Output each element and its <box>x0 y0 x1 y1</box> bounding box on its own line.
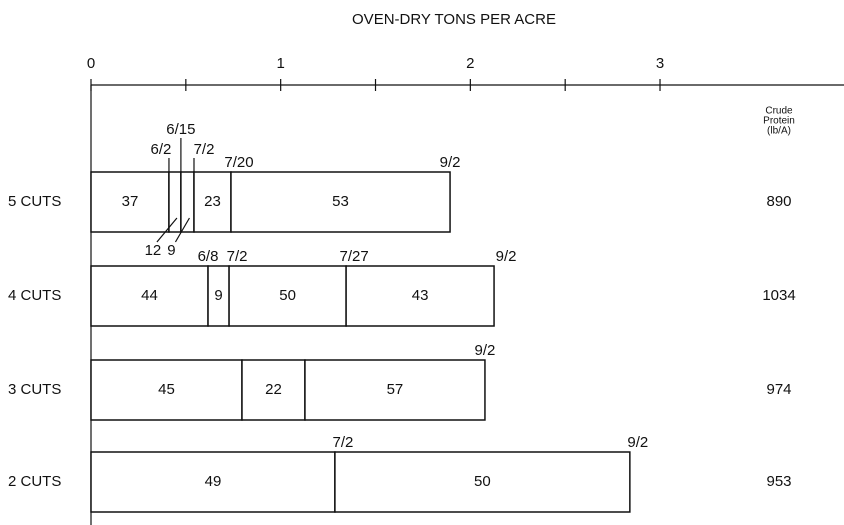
segment-label: 43 <box>412 287 429 304</box>
date-label: 7/2 <box>227 248 248 265</box>
segment-label: 23 <box>204 193 221 210</box>
protein-header: Crude <box>765 106 793 117</box>
bar-segment <box>241 359 306 421</box>
segment-label: 9 <box>167 242 175 259</box>
date-label: 9/2 <box>440 154 461 171</box>
protein-value: 890 <box>766 193 791 210</box>
bar-segment <box>228 265 347 327</box>
category-label: 2 CUTS <box>8 473 61 490</box>
date-label: 7/2 <box>194 141 215 158</box>
segment-label: 57 <box>387 381 404 398</box>
protein-header: Protein <box>763 116 795 127</box>
date-label: 6/2 <box>151 141 172 158</box>
date-label: 6/15 <box>166 121 195 138</box>
category-label: 4 CUTS <box>8 287 61 304</box>
segment-label: 45 <box>158 381 175 398</box>
leader-line <box>156 217 178 243</box>
protein-value: 1034 <box>762 287 795 304</box>
segment-label: 53 <box>332 193 349 210</box>
protein-value: 974 <box>766 381 791 398</box>
bar-segment <box>304 359 486 421</box>
category-label: 3 CUTS <box>8 381 61 398</box>
segment-label: 37 <box>122 193 139 210</box>
bar-segment <box>334 451 631 513</box>
segment-label: 9 <box>214 287 222 304</box>
protein-value: 953 <box>766 473 791 490</box>
segment-label: 12 <box>145 242 162 259</box>
date-label: 7/2 <box>332 434 353 451</box>
date-label: 7/20 <box>224 154 253 171</box>
segment-label: 50 <box>279 287 296 304</box>
bar-segment <box>90 265 209 327</box>
category-label: 5 CUTS <box>8 193 61 210</box>
date-label: 9/2 <box>627 434 648 451</box>
protein-header: (lb/A) <box>767 126 791 137</box>
date-label: 9/2 <box>496 248 517 265</box>
bar-segment <box>345 265 495 327</box>
x-tick-label: 1 <box>277 55 285 72</box>
segment-label: 49 <box>205 473 222 490</box>
date-label: 6/8 <box>198 248 219 265</box>
segment-label: 44 <box>141 287 158 304</box>
date-label: 9/2 <box>475 342 496 359</box>
chart-title: OVEN-DRY TONS PER ACRE <box>352 11 556 28</box>
segment-label: 22 <box>265 381 282 398</box>
bar-segment <box>90 171 170 233</box>
bar-segment <box>168 171 182 233</box>
bar-segment <box>230 171 451 233</box>
x-tick-label: 2 <box>466 55 474 72</box>
leader-line <box>174 217 190 243</box>
x-tick-label: 0 <box>87 55 95 72</box>
x-tick-label: 3 <box>656 55 664 72</box>
bar-segment <box>193 171 232 233</box>
date-label: 7/27 <box>340 248 369 265</box>
bar-segment <box>90 359 243 421</box>
bar-segment <box>180 171 195 233</box>
segment-label: 50 <box>474 473 491 490</box>
